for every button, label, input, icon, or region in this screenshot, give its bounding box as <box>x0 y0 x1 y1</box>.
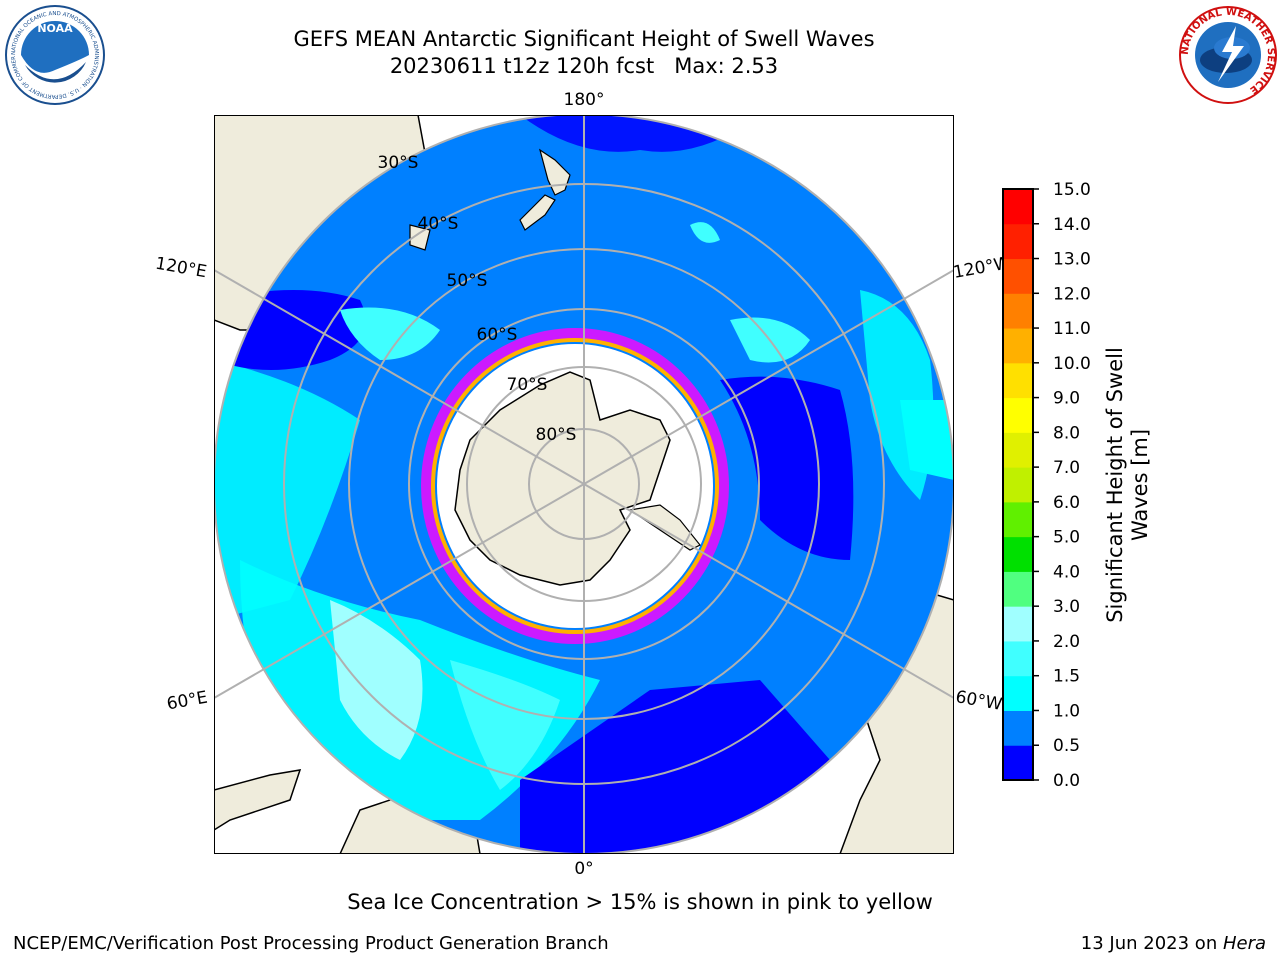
sea-ice-caption: Sea Ice Concentration > 15% is shown in … <box>347 890 933 914</box>
lon-label-60w: 60°W <box>954 687 1004 715</box>
colorbar-swatch <box>1003 640 1033 677</box>
antarctic-peninsula <box>628 504 701 551</box>
madagascar-land <box>214 769 302 831</box>
antarctica-land <box>454 371 671 586</box>
colorbar-swatch <box>1003 432 1033 468</box>
colorbar-tick-label: 0.5 <box>1053 736 1080 756</box>
lon-label-120e: 120°E <box>154 254 208 283</box>
colorbar-swatch <box>1003 328 1033 364</box>
sea-ice-edge <box>421 328 729 644</box>
noaa-logo: NOAA NATIONAL OCEANIC AND ATMOSPHERIC AD… <box>0 0 105 105</box>
new-zealand-north <box>539 148 571 196</box>
footer-credit: NCEP/EMC/Verification Post Processing Pr… <box>13 933 609 954</box>
colorbar-title-line2: Waves [m] <box>1128 428 1152 542</box>
lat-label-50s: 50°S <box>447 271 488 291</box>
colorbar: 0.0 0.5 1.0 1.5 2.0 3.0 4.0 5.0 6.0 7.0 8.0 9.0 10.0… <box>1002 180 1091 791</box>
footer-date: 13 Jun 2023 on Hera <box>1081 933 1266 954</box>
colorbar-swatch <box>1003 675 1033 711</box>
colorbar-tick-label: 15.0 <box>1053 180 1091 200</box>
new-zealand-south <box>519 194 556 231</box>
colorbar-tick-label: 12.0 <box>1053 284 1091 304</box>
colorbar-swatch <box>1003 467 1033 503</box>
colorbar-swatch <box>1003 223 1033 260</box>
lat-label-40s: 40°S <box>418 214 459 234</box>
colorbar-tick-label: 7.0 <box>1053 458 1080 478</box>
colorbar-tick-label: 0.0 <box>1053 771 1080 791</box>
colorbar-tick-label: 13.0 <box>1053 250 1091 270</box>
colorbar-frame <box>1002 188 1034 781</box>
nws-logo: NATIONAL WEATHER SERVICE <box>1179 6 1277 104</box>
lon-label-0: 0° <box>574 859 593 879</box>
colorbar-tick-label: 4.0 <box>1053 562 1080 582</box>
colorbar-tick-label: 2.0 <box>1053 632 1080 652</box>
colorbar-tick-label: 11.0 <box>1053 319 1091 339</box>
colorbar-tick-label: 14.0 <box>1053 215 1091 235</box>
footer-date-text: 13 Jun 2023 on <box>1080 933 1223 954</box>
chart-subtitle: 20230611 t12z 120h fcst Max: 2.53 <box>389 54 779 78</box>
colorbar-tick-label: 10.0 <box>1053 354 1091 374</box>
colorbar-tick-label: 1.0 <box>1053 701 1080 721</box>
colorbar-tick-label: 1.5 <box>1053 667 1080 687</box>
tasmania <box>409 224 431 251</box>
colorbar-swatch <box>1003 293 1033 329</box>
map-panel <box>214 115 954 854</box>
colorbar-title: Significant Height of Swell Waves [m] <box>1103 347 1153 623</box>
lat-label-70s: 70°S <box>507 375 548 395</box>
lon-label-180: 180° <box>564 90 605 110</box>
colorbar-swatch <box>1003 362 1033 399</box>
chart-title: GEFS MEAN Antarctic Significant Height o… <box>293 27 875 51</box>
colorbar-swatch <box>1003 745 1033 781</box>
colorbar-swatch <box>1003 397 1033 433</box>
colorbar-swatch <box>1003 710 1033 746</box>
sea-ice-inner <box>431 338 719 634</box>
lat-label-30s: 30°S <box>378 153 419 173</box>
colorbar-tick-label: 8.0 <box>1053 423 1080 443</box>
colorbar-swatch <box>1003 258 1033 294</box>
colorbar-swatch <box>1003 501 1033 538</box>
colorbar-title-line1: Significant Height of Swell <box>1103 347 1127 623</box>
noaa-logo-text: NOAA <box>37 22 73 35</box>
lon-label-60e: 60°E <box>165 688 209 715</box>
footer-host: Hera <box>1222 933 1266 954</box>
colorbar-swatch <box>1003 606 1033 642</box>
colorbar-tick-label: 6.0 <box>1053 493 1080 513</box>
graticule <box>214 115 954 854</box>
colorbar-swatch <box>1003 536 1033 572</box>
colorbar-swatch <box>1003 571 1033 607</box>
colorbar-tick-label: 9.0 <box>1053 389 1080 409</box>
lat-label-60s: 60°S <box>477 325 518 345</box>
colorbar-tick-label: 3.0 <box>1053 597 1080 617</box>
colorbar-tick-label: 5.0 <box>1053 528 1080 548</box>
colorbar-swatch <box>1003 189 1033 225</box>
lat-label-80s: 80°S <box>536 425 577 445</box>
